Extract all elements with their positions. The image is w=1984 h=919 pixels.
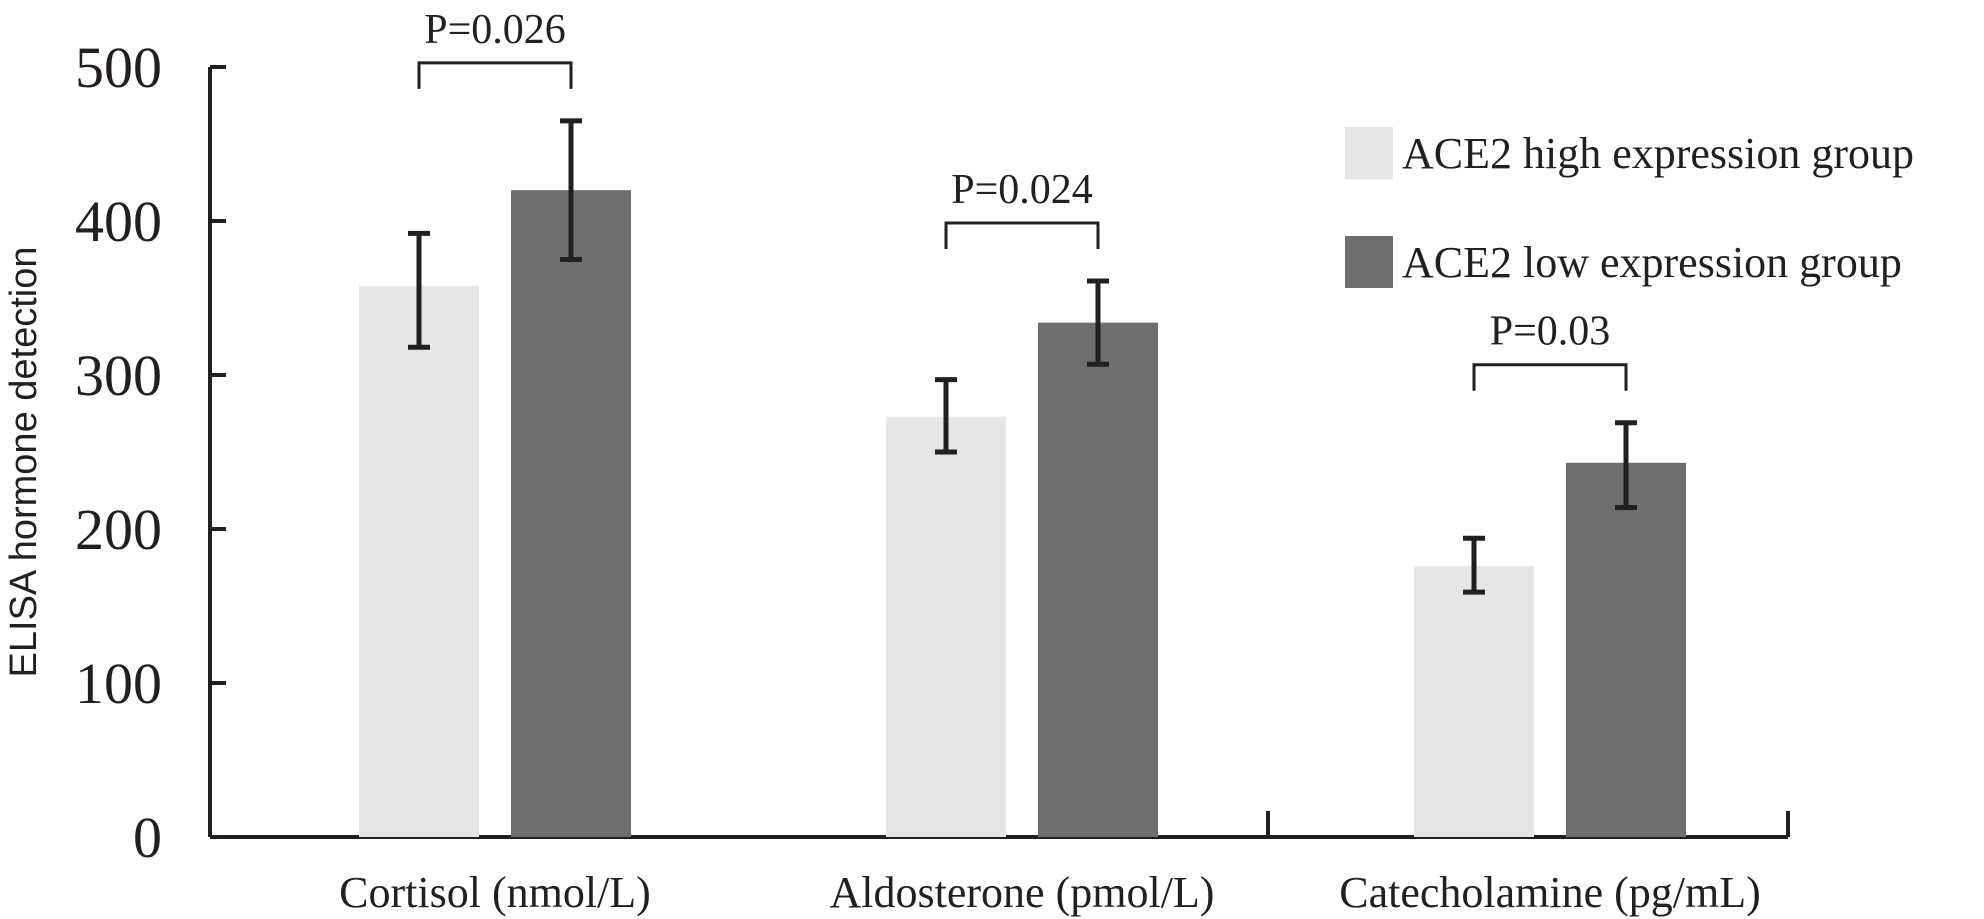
bar bbox=[1414, 565, 1534, 837]
annotations: P=0.026 P=0.024 P=0.03 bbox=[417, 7, 1628, 391]
error-bar bbox=[935, 377, 957, 455]
y-tick-label: 400 bbox=[75, 189, 162, 254]
p-value-label: P=0.024 bbox=[951, 167, 1093, 213]
p-value-label: P=0.03 bbox=[1490, 309, 1611, 355]
legend-swatch bbox=[1345, 236, 1393, 288]
bars bbox=[359, 118, 1686, 837]
p-value-label: P=0.026 bbox=[424, 7, 566, 53]
bar bbox=[359, 285, 479, 837]
error-bar bbox=[1463, 535, 1485, 595]
axes: 0 100 200 300 400 500 Cortisol (nmol/L) Aldoste… bbox=[3, 35, 1790, 917]
x-tick-label: Catecholamine (pg/mL) bbox=[1339, 868, 1761, 917]
bar bbox=[1038, 322, 1158, 837]
legend: ACE2 high expression group ACE2 low expre… bbox=[1345, 127, 1914, 288]
significance-bracket: P=0.03 bbox=[1472, 309, 1628, 391]
bracket-line bbox=[1472, 363, 1628, 391]
error-bar bbox=[1087, 278, 1109, 367]
bar bbox=[886, 416, 1006, 837]
legend-label: ACE2 low expression group bbox=[1402, 238, 1902, 287]
y-axis-title: ELISA hormone detection bbox=[3, 247, 45, 678]
y-tick-label: 200 bbox=[75, 497, 162, 562]
legend-item: ACE2 high expression group bbox=[1345, 127, 1914, 179]
legend-item: ACE2 low expression group bbox=[1345, 236, 1902, 288]
error-bar bbox=[1615, 420, 1637, 510]
error-bar bbox=[408, 230, 430, 350]
significance-bracket: P=0.024 bbox=[944, 167, 1100, 250]
y-tick-label: 100 bbox=[75, 651, 162, 716]
bar bbox=[511, 190, 631, 837]
y-tick-label: 300 bbox=[75, 343, 162, 408]
x-tick-label: Cortisol (nmol/L) bbox=[339, 868, 651, 917]
y-tick-label: 500 bbox=[75, 35, 162, 100]
error-bar bbox=[560, 118, 582, 262]
legend-swatch bbox=[1345, 127, 1393, 179]
x-tick-label: Aldosterone (pmol/L) bbox=[830, 868, 1215, 917]
legend-label: ACE2 high expression group bbox=[1402, 129, 1914, 178]
significance-bracket: P=0.026 bbox=[417, 7, 573, 89]
bracket-line bbox=[944, 221, 1100, 250]
bar bbox=[1566, 462, 1686, 837]
bracket-line bbox=[417, 61, 573, 89]
y-tick-label: 0 bbox=[133, 805, 162, 870]
